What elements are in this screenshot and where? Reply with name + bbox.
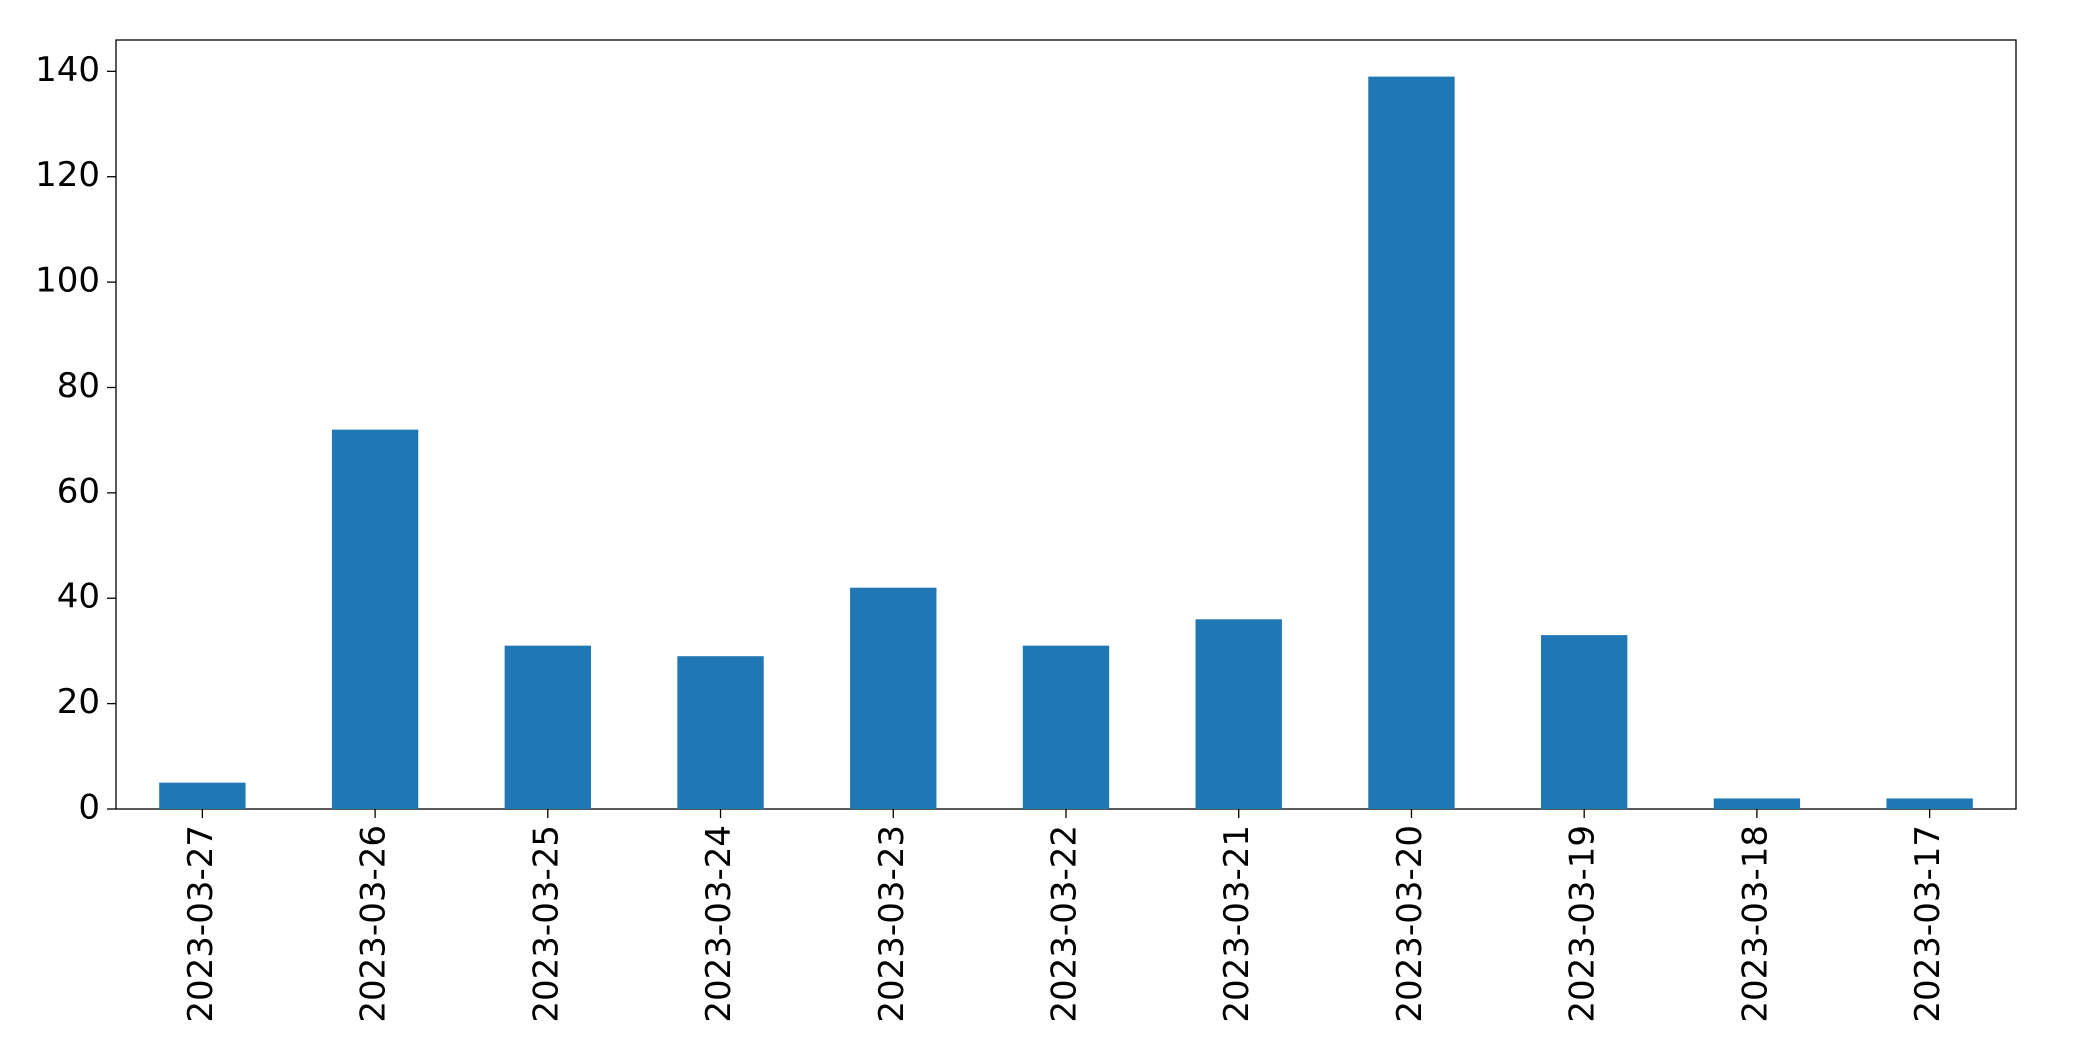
x-tick-label: 2023-03-26: [354, 825, 394, 1023]
bar: [1713, 798, 1801, 809]
x-tick-label: 2023-03-23: [872, 825, 912, 1023]
bar: [1541, 635, 1628, 809]
y-tick-label: 20: [57, 682, 100, 722]
y-tick-label: 100: [35, 261, 100, 301]
x-tick-label: 2023-03-25: [526, 825, 566, 1023]
x-tick-label: 2023-03-20: [1390, 825, 1430, 1023]
bar: [1886, 798, 1973, 809]
bar: [159, 782, 246, 809]
bar: [850, 587, 937, 809]
bar: [1022, 645, 1110, 809]
x-tick-label: 2023-03-19: [1563, 825, 1603, 1023]
x-tick-label: 2023-03-27: [181, 825, 221, 1023]
bar: [331, 429, 419, 809]
y-tick-label: 80: [57, 366, 100, 406]
bar: [677, 656, 764, 809]
x-tick-label: 2023-03-22: [1045, 825, 1085, 1023]
y-tick-label: 40: [57, 577, 100, 617]
y-tick-label: 0: [78, 788, 100, 828]
x-tick-label: 2023-03-17: [1908, 825, 1948, 1023]
x-tick-label: 2023-03-18: [1735, 825, 1775, 1023]
x-tick-label: 2023-03-21: [1217, 825, 1257, 1023]
y-tick-label: 120: [35, 155, 100, 195]
bar: [1368, 76, 1455, 810]
bar: [504, 645, 591, 809]
bar: [1195, 619, 1282, 809]
y-tick-label: 60: [57, 471, 100, 511]
x-tick-label: 2023-03-24: [699, 825, 739, 1023]
y-tick-label: 140: [35, 50, 100, 90]
